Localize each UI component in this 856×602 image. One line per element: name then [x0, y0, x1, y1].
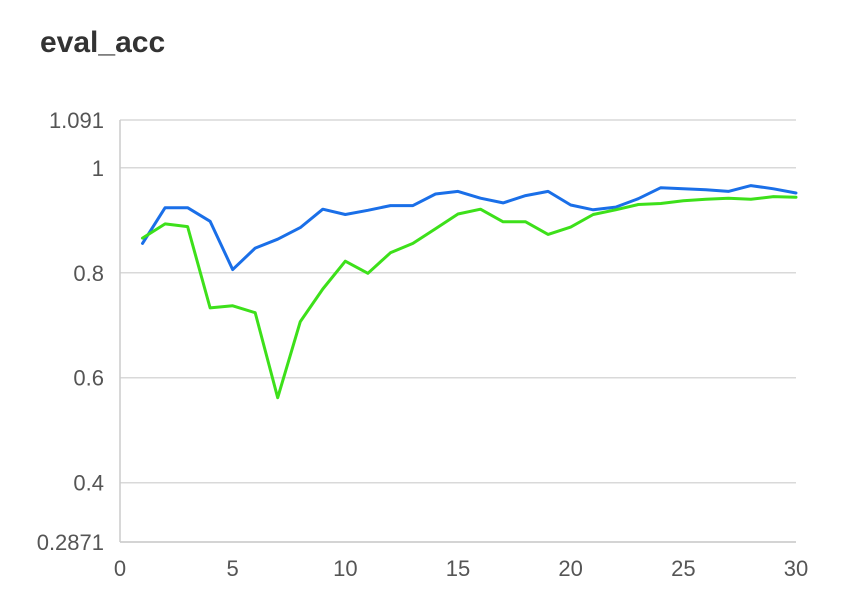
x-tick-label: 15 — [446, 556, 470, 581]
x-tick-label: 25 — [671, 556, 695, 581]
series-line-2 — [141, 195, 798, 400]
axes — [119, 120, 796, 543]
y-tick-label: 1.091 — [49, 108, 104, 133]
tick-labels: 1.091 1 0.8 0.6 0.4 0.2871 0 5 10 15 20 25 30 — [37, 108, 809, 581]
x-tick-label: 30 — [784, 556, 808, 581]
y-tick-label: 1 — [92, 156, 104, 181]
y-tick-label: 0.8 — [73, 261, 104, 286]
y-tick-label: 0.4 — [73, 471, 104, 496]
chart-title: eval_acc — [40, 26, 166, 59]
series-line-1 — [141, 184, 798, 272]
y-tick-label: 0.2871 — [37, 530, 104, 555]
x-tick-label: 20 — [558, 556, 582, 581]
x-tick-label: 10 — [333, 556, 357, 581]
series-lines — [141, 184, 798, 400]
x-tick-label: 0 — [114, 556, 126, 581]
y-tick-label: 0.6 — [73, 366, 104, 391]
grid-lines — [120, 119, 796, 543]
x-tick-label: 5 — [227, 556, 239, 581]
